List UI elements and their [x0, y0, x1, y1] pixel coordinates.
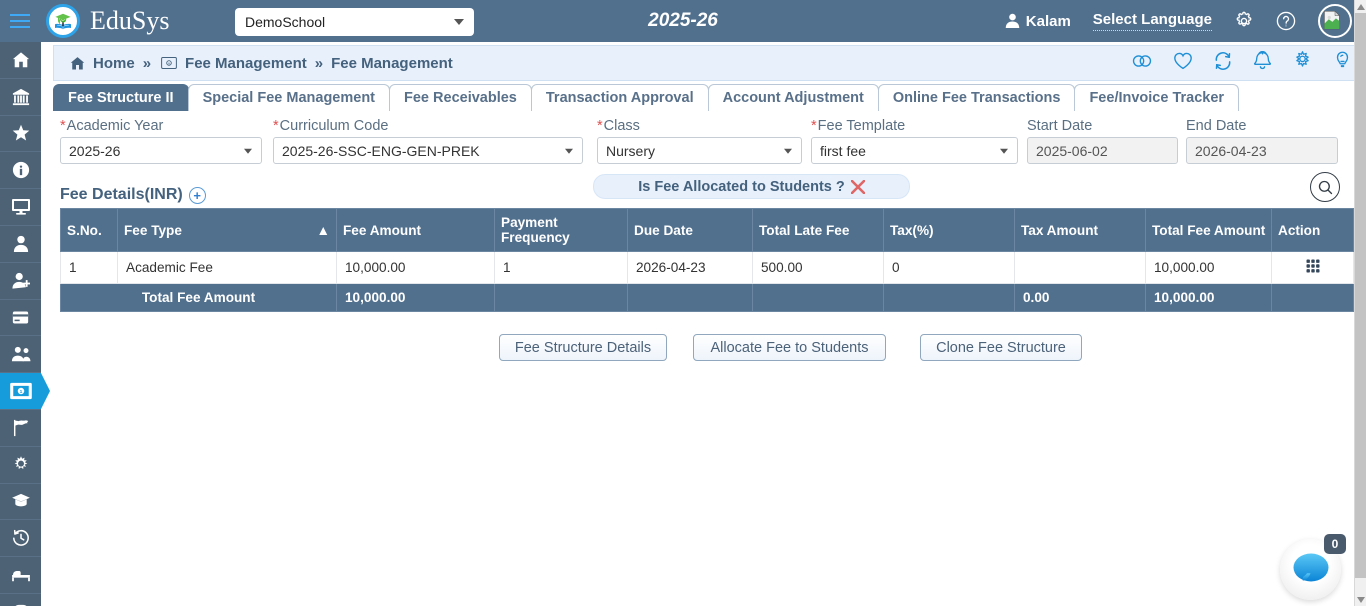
svg-text:0: 0: [168, 61, 170, 65]
svg-text:1: 1: [19, 389, 22, 395]
